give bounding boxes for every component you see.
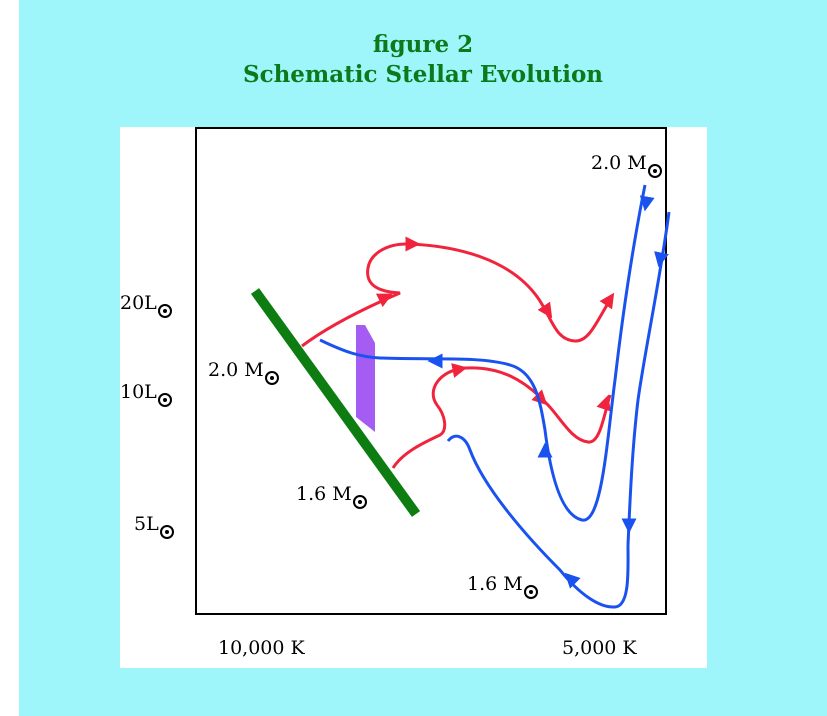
main-sequence	[250, 288, 421, 517]
y-label-5L: 5L	[134, 513, 174, 539]
sun-icon	[352, 495, 367, 509]
track-label-2-0-top: 2.0 M	[591, 152, 662, 178]
red-track-2-0	[301, 242, 614, 348]
figure-title: figure 2 Schematic Stellar Evolution	[19, 30, 827, 90]
blue-arrow-2-0-d	[654, 251, 669, 268]
track-label-1-6-bottom: 1.6 M	[467, 573, 538, 599]
y-label-10L: 10L	[120, 381, 172, 407]
sun-icon	[157, 393, 172, 407]
blue-track-1-6	[446, 434, 630, 609]
red-track-1-6	[391, 366, 612, 469]
blue-arrow-1-6-a	[564, 572, 581, 589]
sun-icon	[647, 164, 662, 178]
sun-icon	[159, 525, 174, 539]
red-arrow-1-6-c	[596, 394, 611, 412]
x-label-5000K: 5,000 K	[562, 637, 637, 659]
sun-icon	[264, 371, 279, 385]
track-label-2-0-left: 2.0 M	[208, 359, 279, 385]
track-label-1-6-left: 1.6 M	[296, 483, 367, 509]
title-line-2: Schematic Stellar Evolution	[242, 61, 604, 88]
red-arrow-2-0-c	[537, 301, 553, 319]
blue-track-2-0	[319, 184, 647, 522]
blue-arrow-2-0-c	[639, 195, 655, 212]
red-arrow-2-0-d	[599, 292, 615, 310]
blue-track-2-0-descent	[626, 211, 671, 546]
red-arrow-2-0-a	[375, 293, 393, 308]
x-label-10000K: 10,000 K	[218, 637, 305, 659]
y-label-20L: 20L	[120, 292, 172, 318]
plot-frame	[195, 127, 667, 615]
sun-icon	[523, 585, 538, 599]
instability-strip	[356, 325, 375, 432]
sun-icon	[157, 304, 172, 318]
red-arrow-1-6-a	[451, 363, 468, 378]
title-line-1: figure 2	[372, 31, 474, 58]
